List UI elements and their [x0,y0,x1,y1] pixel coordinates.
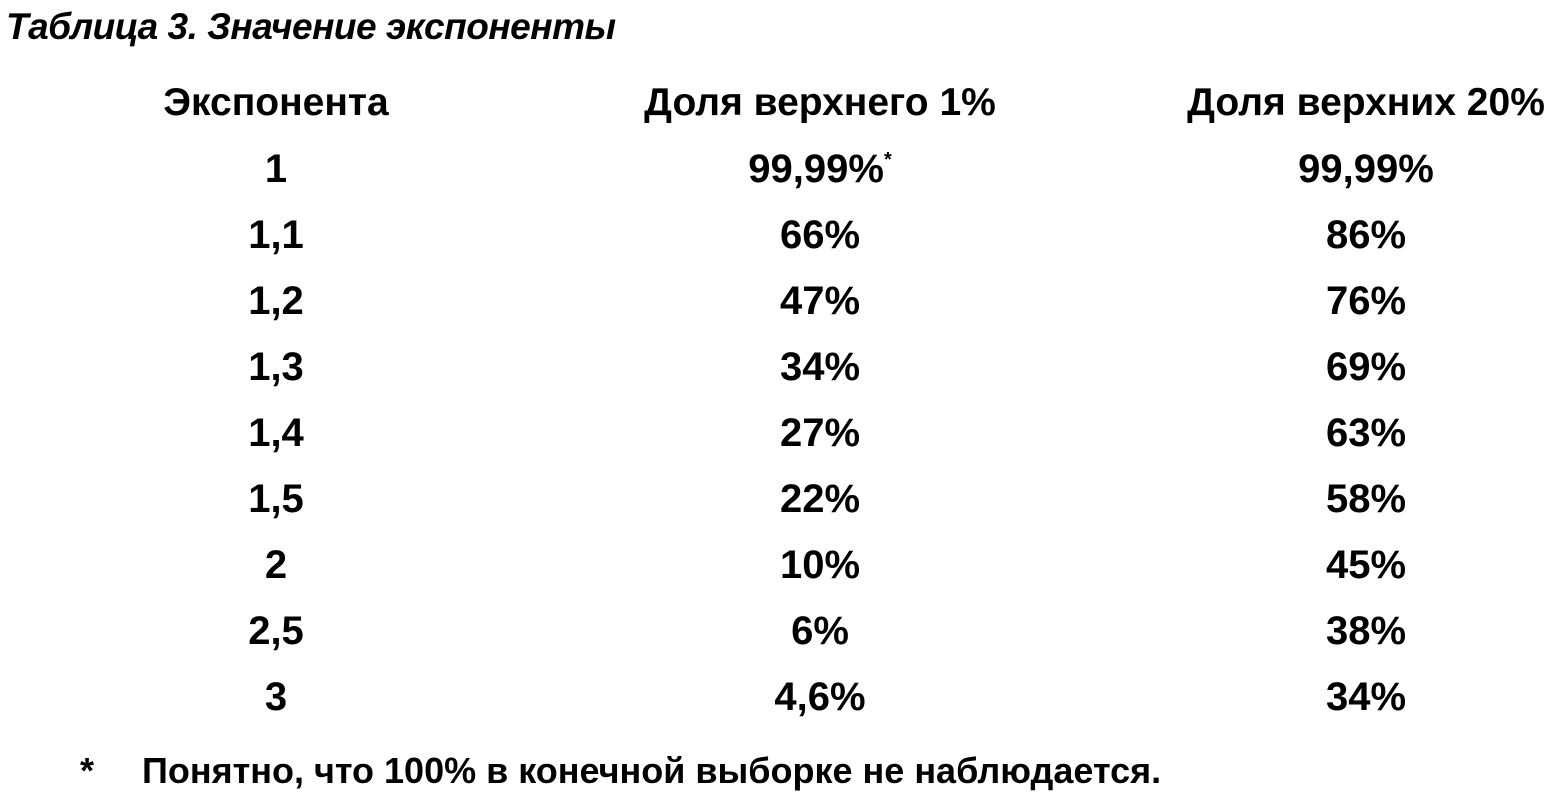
cell-top-1-share: 6% [791,609,849,653]
cell-top-1-share: 66% [779,213,861,257]
table-row: 1,3 34% 69% [0,334,1556,400]
header-top-1-share: Доля верхнего 1% [644,81,996,124]
cell-exponent: 1 [264,147,288,191]
cell-exponent: 1,2 [248,279,304,323]
table-row: 1,5 22% 58% [0,466,1556,532]
cell-top-1-value: 99,99% [748,147,884,191]
header-exponent: Экспонента [163,81,389,124]
cell-top-20-share: 99,99% [1298,147,1434,191]
cell-top-20-share: 45% [1325,543,1407,587]
cell-exponent: 1,5 [248,477,304,521]
cell-top-20-share: 58% [1325,477,1407,521]
cell-top-1-share: 99,99%* [748,136,891,202]
cell-top-1-share: 47% [779,279,861,323]
footnote-text: Понятно, что 100% в конечной выборке не … [142,750,1162,791]
cell-top-20-share: 34% [1325,675,1407,719]
cell-top-20-share: 63% [1325,411,1407,455]
footnote: * Понятно, что 100% в конечной выборке не… [80,750,1161,792]
cell-top-20-share: 69% [1325,345,1407,389]
table-row: 1,2 47% 76% [0,268,1556,334]
table-row: 1,4 27% 63% [0,400,1556,466]
table-row: 1 99,99%* 99,99% [0,136,1556,202]
table-row: 1,1 66% 86% [0,202,1556,268]
table-caption: Таблица 3. Значение экспоненты [6,6,616,47]
table-row: 3 4,6% 34% [0,664,1556,730]
cell-top-20-share: 38% [1325,609,1407,653]
cell-top-1-share: 34% [779,345,861,389]
cell-exponent: 1,4 [248,411,304,455]
cell-exponent: 1,3 [248,345,304,389]
header-top-20-share: Доля верхних 20% [1187,81,1545,124]
cell-exponent: 2,5 [248,609,304,653]
cell-top-1-share: 4,6% [774,675,866,719]
table-row: 2,5 6% 38% [0,598,1556,664]
table-header-row: Экспонента Доля верхнего 1% Доля верхних… [0,70,1556,136]
cell-top-1-share: 27% [779,411,861,455]
cell-exponent: 2 [264,543,288,587]
exponent-table: Экспонента Доля верхнего 1% Доля верхних… [0,70,1556,730]
footnote-reference: * [883,149,892,171]
cell-top-1-share: 10% [779,543,861,587]
footnote-marker: * [80,750,95,791]
cell-top-1-share: 22% [779,477,861,521]
cell-top-20-share: 86% [1325,213,1407,257]
cell-exponent: 1,1 [248,213,304,257]
cell-top-20-share: 76% [1325,279,1407,323]
table-row: 2 10% 45% [0,532,1556,598]
cell-exponent: 3 [264,675,288,719]
